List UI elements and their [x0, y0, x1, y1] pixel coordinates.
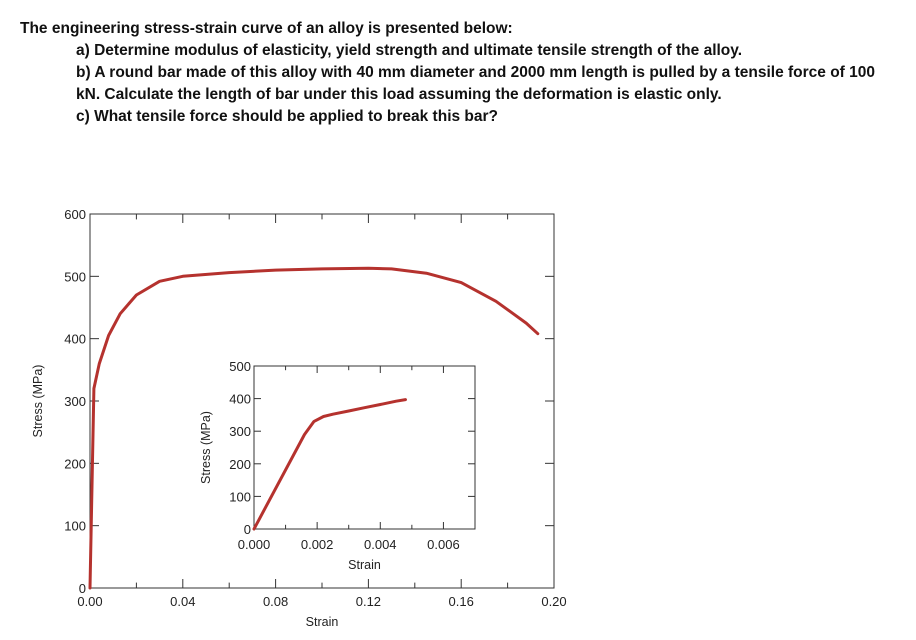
inset-ytick-label: 100 [229, 489, 251, 504]
inset-stress-strain-curve [252, 398, 407, 531]
inset-y-axis-title: Stress (MPa) [199, 411, 213, 484]
main-y-axis-title: Stress (MPa) [31, 365, 45, 438]
question-text: The engineering stress-strain curve of a… [20, 18, 900, 128]
main-ytick-label: 300 [64, 394, 86, 409]
main-xtick-label: 0.04 [170, 594, 195, 609]
question-part-a: a) Determine modulus of elasticity, yiel… [76, 42, 743, 59]
inset-plot-frame [253, 365, 476, 530]
stress-strain-figure: 0 100 200 300 400 500 600 0.00 0.04 0.08 0.12 0.16 0… [31, 207, 567, 629]
main-xtick-label: 0.00 [77, 594, 102, 609]
inset-xtick-label: 0.002 [301, 537, 334, 552]
main-x-axis-title: Strain [306, 615, 339, 629]
main-chart: 0 100 200 300 400 500 600 0.00 0.04 0.08 0.12 0.16 0… [31, 207, 567, 629]
inset-background [254, 366, 475, 529]
inset-chart: 0 100 200 300 400 500 0.000 0.002 0.004 0.006 Stra… [199, 359, 476, 572]
main-ytick-label: 600 [64, 207, 86, 222]
main-ytick-label: 100 [64, 519, 86, 534]
inset-ytick-label: 0 [244, 522, 251, 537]
main-ytick-label: 200 [64, 456, 86, 471]
main-ytick-label: 500 [64, 269, 86, 284]
inset-ytick-label: 400 [229, 392, 251, 407]
inset-ytick-label: 500 [229, 359, 251, 374]
inset-ytick-label: 300 [229, 424, 251, 439]
inset-x-axis-title: Strain [348, 558, 381, 572]
main-xtick-label: 0.12 [356, 594, 381, 609]
main-stress-strain-curve [88, 266, 540, 590]
question-part-b: b) A round bar made of this alloy with 4… [76, 64, 876, 103]
inset-xtick-label: 0.006 [427, 537, 460, 552]
main-ytick-label: 400 [64, 332, 86, 347]
main-xtick-label: 0.16 [449, 594, 474, 609]
question-part-c: c) What tensile force should be applied … [76, 108, 499, 125]
inset-xtick-label: 0.004 [364, 537, 397, 552]
inset-ytick-label: 200 [229, 457, 251, 472]
inset-xtick-label: 0.000 [238, 537, 271, 552]
main-xtick-label: 0.08 [263, 594, 288, 609]
main-ytick-label: 0 [79, 581, 86, 596]
question-intro: The engineering stress-strain curve of a… [20, 20, 513, 37]
main-xtick-label: 0.20 [541, 594, 566, 609]
